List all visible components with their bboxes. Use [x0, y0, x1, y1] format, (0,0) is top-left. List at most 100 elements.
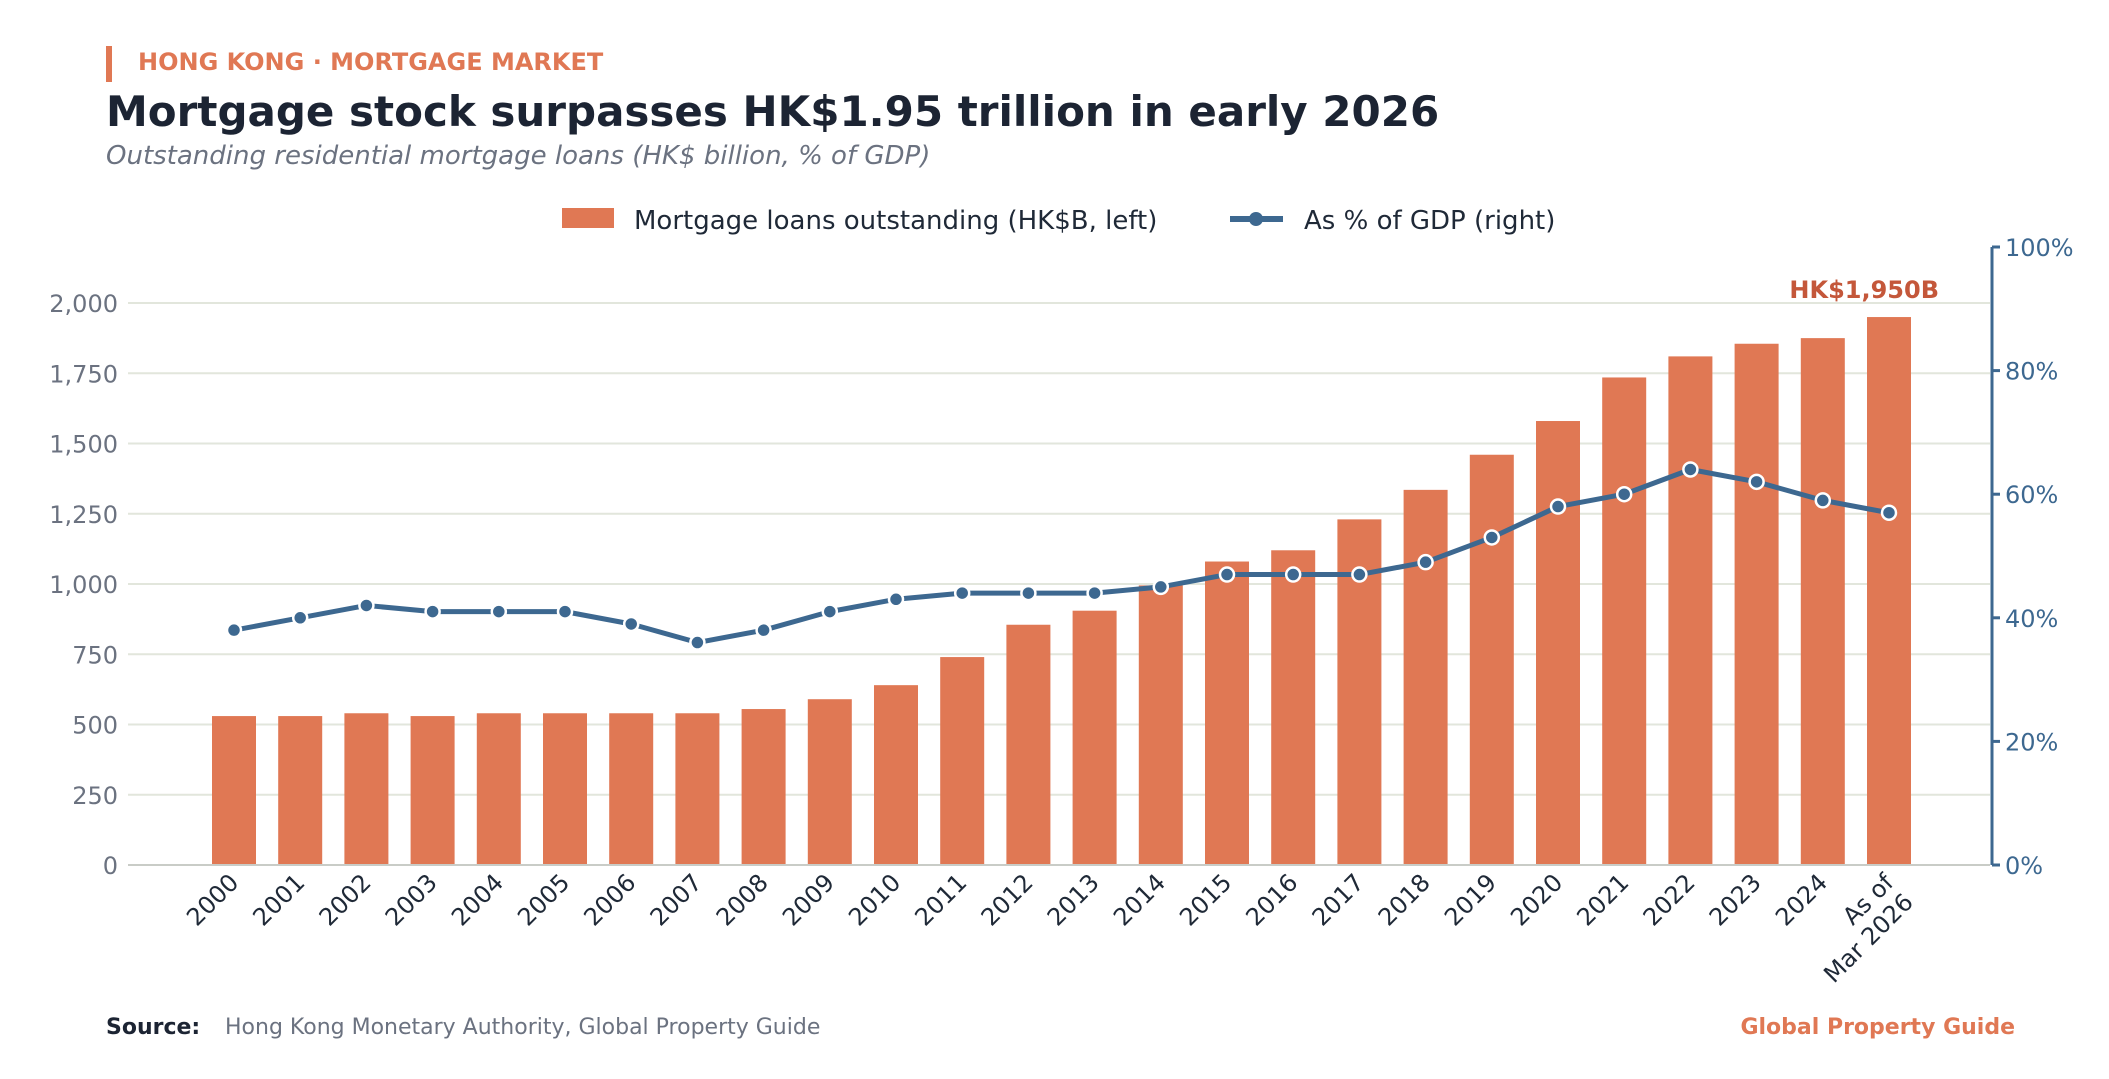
gdp-marker — [1549, 498, 1567, 515]
bar — [1006, 624, 1051, 865]
gdp-marker — [953, 584, 971, 602]
gdp-marker — [424, 603, 441, 620]
x-tick-label: 2001 — [247, 868, 310, 931]
gdp-marker — [1880, 504, 1898, 521]
gdp-marker — [358, 597, 375, 614]
x-tick-label: 2007 — [645, 868, 708, 931]
bar — [741, 709, 786, 865]
brand-label: Global Property Guide — [1740, 1015, 2015, 1040]
bar — [1536, 421, 1580, 865]
x-tick-label: 2010 — [843, 868, 906, 931]
x-tick-label: 2020 — [1505, 868, 1568, 931]
gdp-marker — [556, 603, 574, 620]
y-left-tick-label: 1,250 — [49, 501, 118, 529]
y-right-tick-label: 20% — [2005, 728, 2058, 756]
x-tick-label: 2022 — [1638, 868, 1701, 931]
x-tick-label: 2023 — [1704, 868, 1767, 931]
x-tick-label: 2012 — [976, 868, 1039, 931]
x-tick-label: 2008 — [711, 868, 774, 931]
gdp-marker — [1483, 529, 1501, 546]
x-tick-label: 2009 — [777, 868, 840, 931]
gdp-marker — [1615, 485, 1633, 503]
x-tick-label: 2006 — [578, 868, 641, 931]
legend-swatch-marker — [1249, 212, 1263, 226]
y-left-tick-label: 1,750 — [49, 360, 118, 388]
bar — [940, 657, 985, 865]
y-left-tick-label: 1,000 — [49, 571, 118, 599]
bar — [344, 713, 389, 865]
gdp-marker — [1020, 584, 1037, 602]
gdp-marker — [1748, 473, 1765, 491]
gdp-marker — [1351, 566, 1368, 583]
y-left-tick-label: 2,000 — [49, 290, 118, 318]
y-right-tick-label: 100% — [2005, 234, 2074, 262]
gdp-marker — [689, 634, 706, 651]
legend-swatch-bar — [562, 208, 614, 228]
bar — [543, 713, 587, 865]
x-tick-label: 2014 — [1108, 868, 1171, 931]
y-left-tick-label: 500 — [72, 712, 118, 740]
bar — [476, 713, 521, 865]
annotation-label: HK$1,950B — [1789, 276, 1939, 304]
x-tick-label: 2018 — [1373, 868, 1436, 931]
x-tick-label: 2013 — [1042, 868, 1105, 931]
gdp-line — [231, 466, 1892, 646]
y-right-tick-label: 60% — [2005, 481, 2058, 509]
bar — [278, 716, 323, 865]
x-tick-label: 2004 — [446, 868, 509, 931]
gdp-marker — [1086, 584, 1103, 602]
bar — [807, 699, 852, 865]
y-left-tick-label: 0 — [103, 852, 118, 880]
x-tick-label: 2021 — [1571, 868, 1634, 931]
gdp-marker — [622, 615, 640, 633]
bar — [609, 713, 654, 865]
bar — [1867, 317, 1911, 865]
y-right-tick-label: 0% — [2005, 852, 2043, 880]
y-left-tick-label: 250 — [72, 782, 118, 810]
gdp-marker — [1218, 566, 1236, 583]
gdp-marker — [1152, 578, 1170, 596]
source-label: Source: — [106, 1015, 200, 1040]
y-left-tick-label: 750 — [72, 641, 118, 669]
legend: Mortgage loans outstanding (HK$B, left) … — [562, 206, 1555, 236]
axis-layer: 0 250 500 750 1,000 1,250 1,500 1,750 2,000 0% 20%… — [49, 234, 2073, 880]
x-tick-label: 2003 — [380, 868, 443, 931]
bar — [1205, 561, 1249, 865]
bar — [1734, 343, 1779, 865]
bar — [1138, 585, 1183, 865]
gdp-marker — [291, 609, 309, 627]
x-tick-label: 2017 — [1307, 868, 1370, 931]
bar — [1602, 377, 1647, 865]
gdp-marker — [490, 603, 508, 620]
bar — [212, 716, 256, 865]
legend-label-line: As % of GDP (right) — [1304, 206, 1555, 236]
bar — [675, 713, 720, 865]
x-tick-label: 2015 — [1174, 868, 1237, 931]
legend-label-bar: Mortgage loans outstanding (HK$B, left) — [634, 206, 1157, 236]
bar — [1403, 489, 1448, 865]
chart-title: Mortgage stock surpasses HK$1.95 trillio… — [106, 87, 1439, 136]
y-left-tick-label: 1,500 — [49, 431, 118, 459]
x-tick-label: 2016 — [1240, 868, 1303, 931]
x-tick-label: 2024 — [1770, 868, 1833, 931]
gdp-marker — [1284, 566, 1302, 583]
x-tick-label: 2002 — [314, 868, 377, 931]
bar — [874, 685, 918, 865]
x-tick-label: 2000 — [181, 868, 244, 931]
bar — [1469, 454, 1514, 865]
bar — [1072, 610, 1117, 865]
gdp-marker — [1682, 461, 1699, 478]
gdp-marker — [1814, 492, 1832, 509]
gdp-marker — [887, 591, 905, 608]
kicker-text: HONG KONG · MORTGAGE MARKET — [138, 48, 604, 76]
x-tick-label: 2011 — [909, 868, 972, 931]
y-right-tick-label: 40% — [2005, 605, 2058, 633]
gdp-marker — [821, 603, 839, 620]
bar — [1800, 338, 1845, 865]
gdp-marker — [755, 621, 772, 639]
bar — [1271, 550, 1316, 865]
y-right-tick-label: 80% — [2005, 358, 2058, 386]
bar — [1668, 356, 1713, 865]
